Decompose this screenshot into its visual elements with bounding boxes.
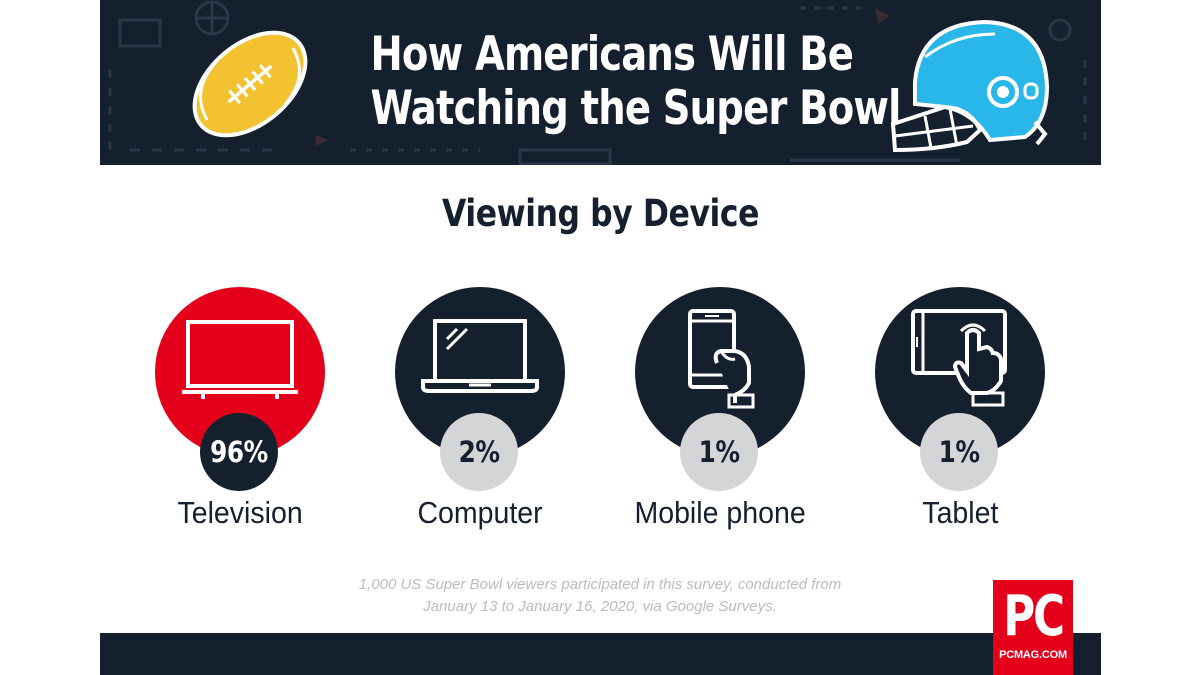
device-label: Computer bbox=[355, 495, 605, 531]
percent-badge: 1% bbox=[680, 413, 758, 491]
percent-value: 2% bbox=[458, 435, 500, 469]
device-computer: 2% Computer bbox=[395, 287, 565, 537]
section-title: Viewing by Device bbox=[441, 192, 760, 235]
logo-pc-text: PC bbox=[1003, 584, 1065, 649]
football-icon bbox=[192, 30, 308, 138]
header-background-pattern bbox=[108, 0, 1087, 165]
device-label: Tablet bbox=[835, 495, 1085, 531]
percent-value: 1% bbox=[938, 435, 980, 469]
title-line-2: Watching the Super Bowl bbox=[370, 81, 901, 136]
television-icon bbox=[182, 320, 298, 399]
laptop-icon bbox=[421, 319, 539, 393]
device-label: Television bbox=[115, 495, 365, 531]
percent-badge: 96% bbox=[200, 413, 278, 491]
device-label-text: Computer bbox=[417, 495, 543, 530]
footnote-line-2: January 13 to January 16, 2020, via Goog… bbox=[423, 598, 777, 615]
device-tablet: 1% Tablet bbox=[875, 287, 1045, 537]
device-label: Mobile phone bbox=[595, 495, 845, 531]
infographic: How Americans Will Be Watching the Super… bbox=[100, 0, 1101, 675]
device-circle bbox=[875, 287, 1045, 457]
device-label-text: Television bbox=[177, 495, 303, 530]
helmet-icon bbox=[890, 19, 1050, 153]
footer-bar bbox=[100, 633, 1101, 675]
page-title: How Americans Will Be Watching the Super… bbox=[370, 27, 901, 136]
mobile-phone-icon bbox=[688, 309, 755, 409]
device-mobile-phone: 1% Mobile phone bbox=[634, 287, 806, 537]
device-label-text: Tablet bbox=[921, 495, 999, 530]
device-label-text: Mobile phone bbox=[634, 495, 806, 530]
footnote-line-1: 1,000 US Super Bowl viewers participated… bbox=[358, 576, 842, 593]
header-banner: How Americans Will Be Watching the Super… bbox=[100, 0, 1101, 165]
percent-value: 1% bbox=[698, 435, 740, 469]
percent-value: 96% bbox=[210, 435, 268, 469]
percent-badge: 2% bbox=[440, 413, 518, 491]
pcmag-logo: PC PCMAG.COM bbox=[993, 580, 1073, 675]
percent-badge: 1% bbox=[920, 413, 998, 491]
survey-footnote: 1,000 US Super Bowl viewers participated… bbox=[290, 574, 910, 618]
tablet-icon bbox=[911, 309, 1007, 407]
logo-site-text: PCMAG.COM bbox=[999, 649, 1067, 661]
device-television: 96% Television bbox=[155, 287, 325, 537]
title-line-1: How Americans Will Be bbox=[370, 27, 854, 82]
